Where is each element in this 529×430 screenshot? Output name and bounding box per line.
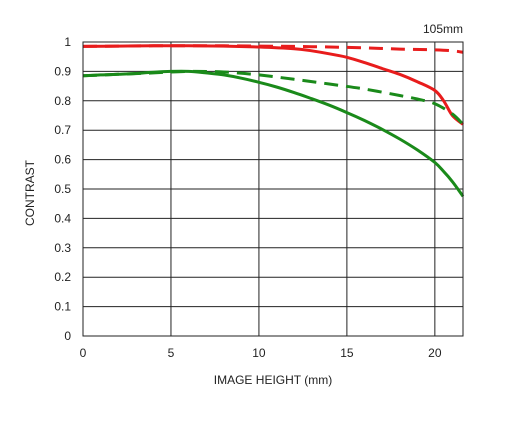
- plot-frame: [82, 41, 464, 337]
- focal-length-annotation: 105mm: [423, 22, 463, 36]
- series-lines: [82, 44, 465, 198]
- y-tick-labels: 0 0.1 0.2 0.3 0.4 0.5 0.6 0.7 0.8 0.9 1: [54, 35, 71, 343]
- y-tick-label: 0.5: [54, 182, 71, 196]
- y-tick-label: 0.4: [54, 211, 71, 225]
- y-axis-title: CONTRAST: [23, 159, 37, 226]
- y-tick-label: 0.2: [54, 270, 71, 284]
- series-line-1: [82, 44, 464, 126]
- x-axis-title: IMAGE HEIGHT (mm): [214, 373, 332, 387]
- y-tick-label: 0.6: [54, 153, 71, 167]
- y-tick-label: 0.9: [54, 64, 71, 78]
- y-tick-label: 0.8: [54, 94, 71, 108]
- y-tick-label: 0.1: [54, 300, 71, 314]
- x-tick-labels: 0 5 10 15 20: [80, 346, 442, 360]
- y-tick-label: 0.7: [54, 123, 71, 137]
- y-tick-label: 0: [64, 329, 71, 343]
- y-tick-label: 0.3: [54, 241, 71, 255]
- series-line-2: [82, 44, 464, 54]
- x-tick-label: 15: [340, 346, 354, 360]
- x-tick-label: 10: [252, 346, 266, 360]
- series-line-4: [82, 69, 465, 126]
- y-tick-label: 1: [64, 35, 71, 49]
- x-tick-label: 5: [168, 346, 175, 360]
- x-tick-label: 0: [80, 346, 87, 360]
- x-tick-label: 20: [428, 346, 442, 360]
- series-line-3: [82, 69, 465, 198]
